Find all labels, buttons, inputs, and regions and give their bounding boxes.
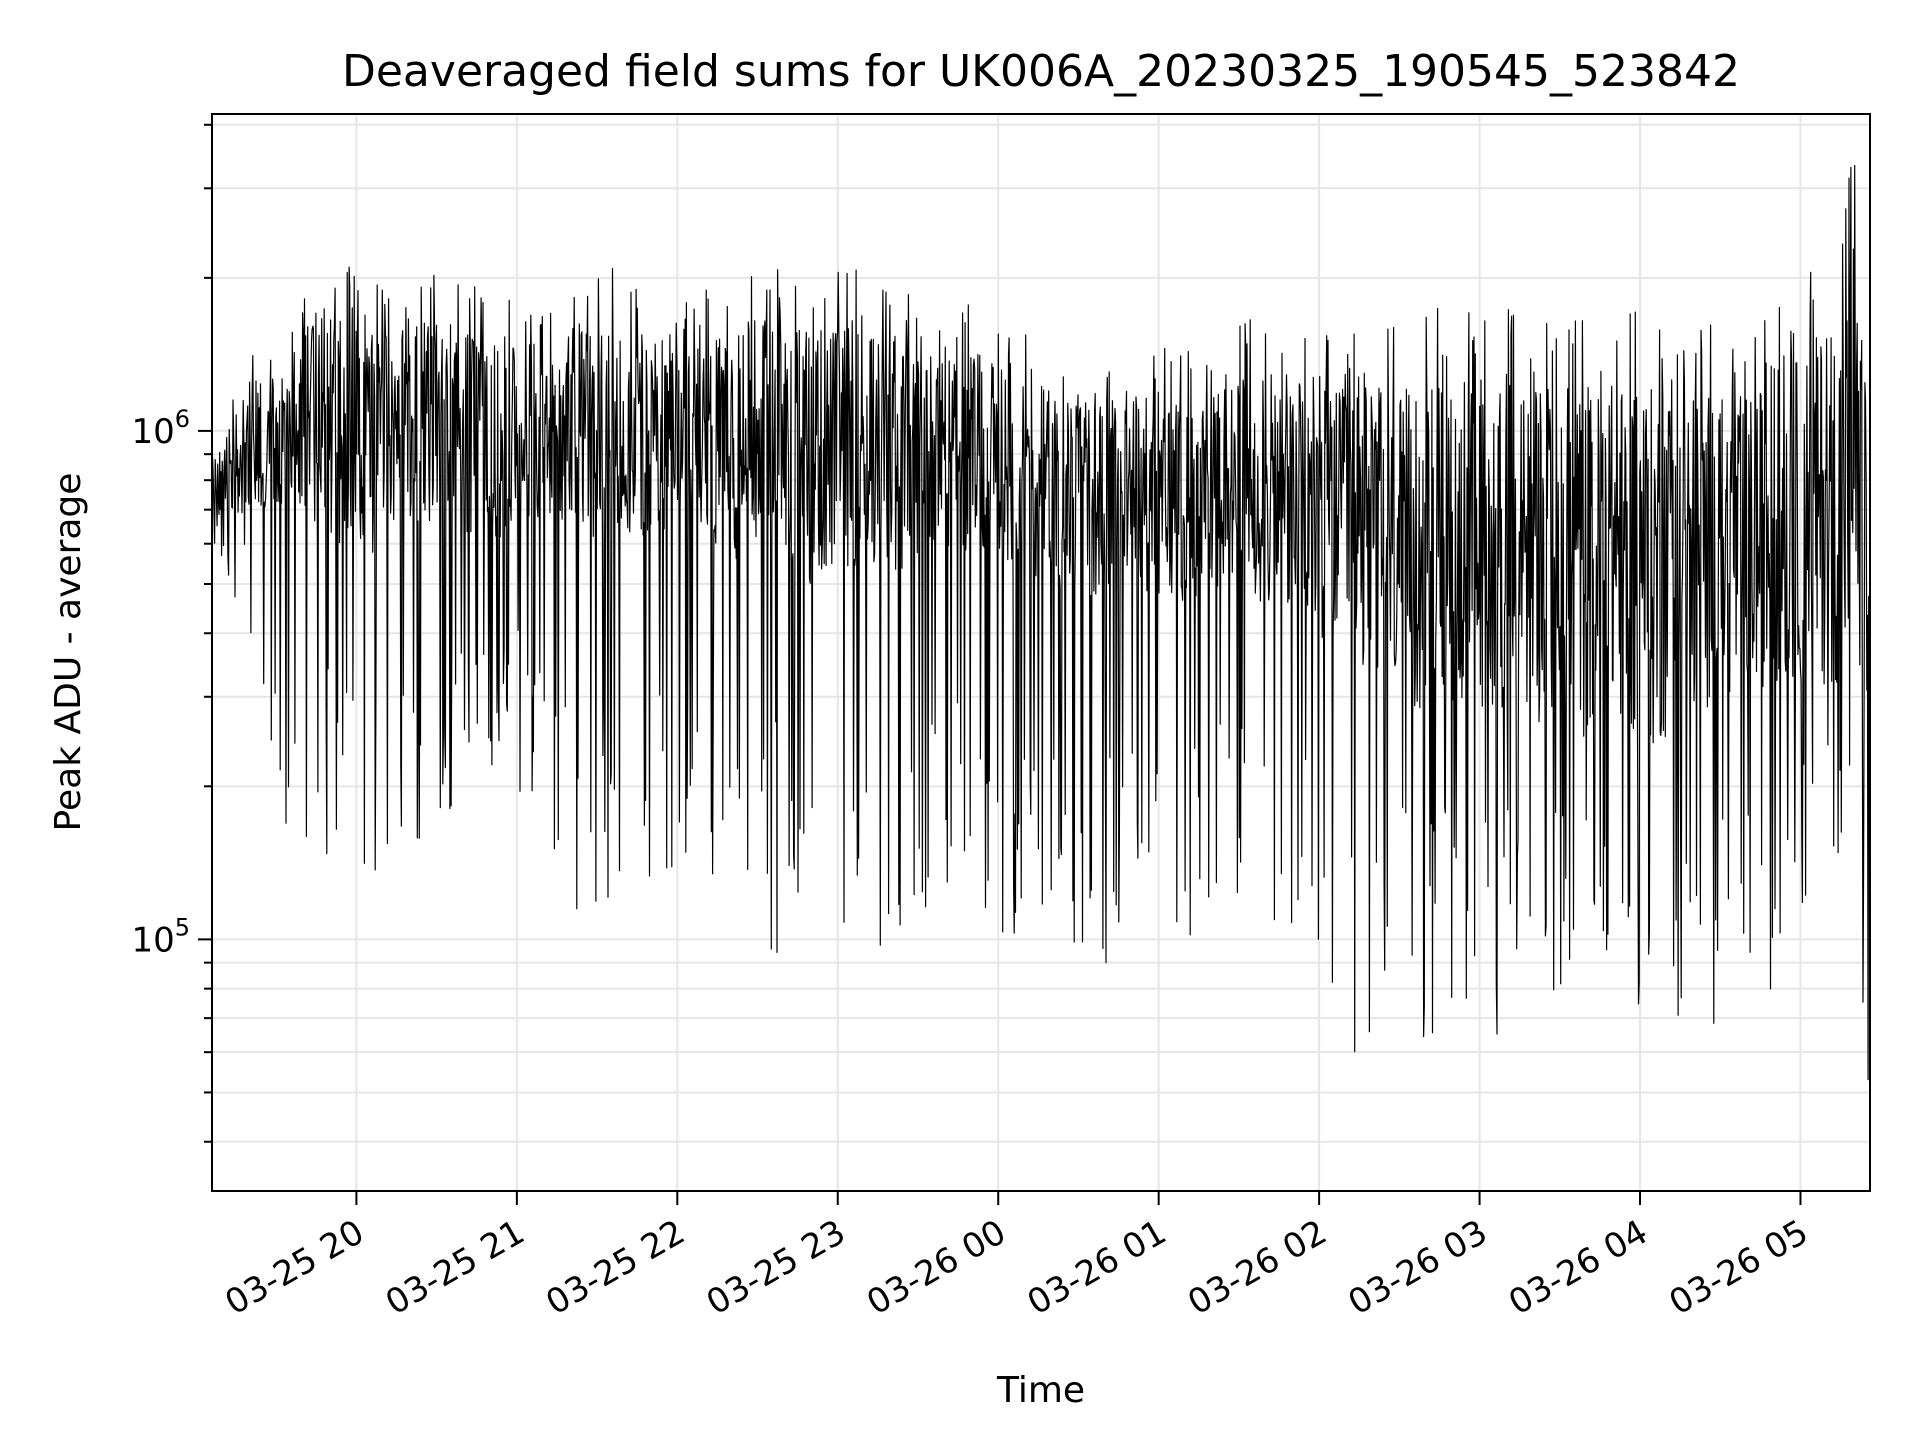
data-line [211, 164, 1871, 1081]
series-line [211, 164, 1871, 1081]
y-tick-label-base: 10 [131, 920, 174, 960]
chart-title: Deaveraged field sums for UK006A_2023032… [342, 46, 1740, 97]
y-tick-label-exponent: 5 [175, 913, 190, 941]
plot-frame [211, 113, 1871, 1192]
y-tick-label-exponent: 6 [175, 405, 190, 433]
x-axis-label: Time [996, 1370, 1085, 1411]
y-tick-label: 105 [131, 913, 190, 960]
y-axis-label: Peak ADU - average [48, 473, 89, 832]
y-tick-label-base: 10 [131, 412, 174, 452]
y-tick-label: 106 [131, 405, 190, 452]
